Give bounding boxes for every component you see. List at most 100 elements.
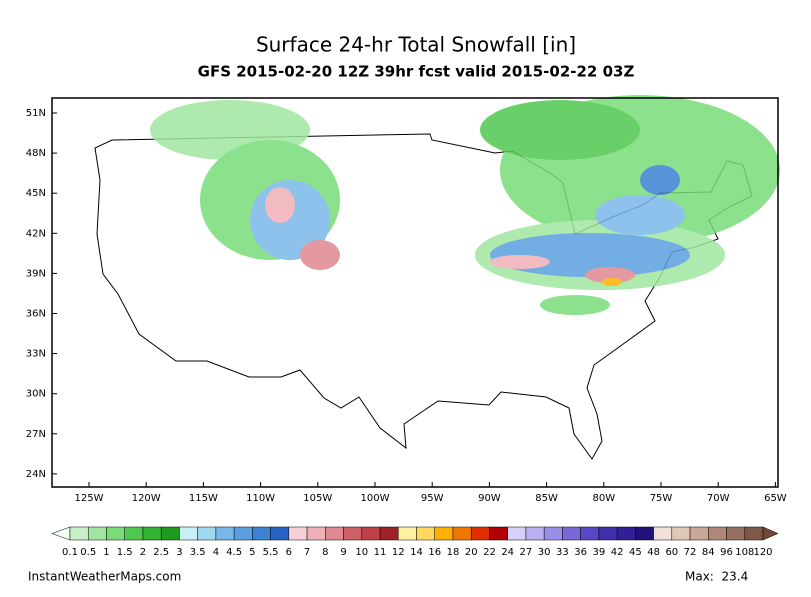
snowfall-field xyxy=(150,95,780,315)
colorbar-label: 1 xyxy=(103,547,109,558)
colorbar-segment xyxy=(525,526,545,541)
lon-label: 105W xyxy=(303,493,332,504)
colorbar-label: 0.1 xyxy=(62,547,78,558)
colorbar-label: 30 xyxy=(538,547,551,558)
colorbar-label: 2.5 xyxy=(153,547,169,558)
colorbar-label: 12 xyxy=(392,547,405,558)
colorbar-label: 1.5 xyxy=(117,547,133,558)
colorbar-label: 9 xyxy=(340,547,346,558)
colorbar-label: 36 xyxy=(574,547,587,558)
colorbar-segment xyxy=(361,526,381,541)
colorbar-label: 120 xyxy=(753,547,772,558)
colorbar-segment xyxy=(543,526,563,541)
lon-label: 65W xyxy=(764,493,787,504)
colorbar-label: 18 xyxy=(447,547,460,558)
colorbar-segment xyxy=(744,526,764,541)
lon-label: 115W xyxy=(189,493,218,504)
colorbar-label: 11 xyxy=(374,547,387,558)
colorbar-segment xyxy=(689,526,709,541)
colorbar-segment xyxy=(580,526,600,541)
colorbar-label: 33 xyxy=(556,547,569,558)
lon-label: 85W xyxy=(535,493,558,504)
colorbar-label: 5.5 xyxy=(263,547,279,558)
colorbar-segment xyxy=(726,526,746,541)
lat-label: 48N xyxy=(26,148,46,159)
lon-label: 75W xyxy=(650,493,673,504)
colorbar-segment xyxy=(160,526,180,541)
colorbar-label: 2 xyxy=(140,547,146,558)
colorbar-segment xyxy=(215,526,235,541)
lat-label: 33N xyxy=(26,349,46,360)
colorbar-label: 4.5 xyxy=(226,547,242,558)
colorbar-label: 42 xyxy=(611,547,624,558)
lon-label: 120W xyxy=(132,493,161,504)
colorbar-segment xyxy=(635,526,654,541)
colorbar-label: 108 xyxy=(735,547,754,558)
colorbar-segment xyxy=(416,526,435,541)
colorbar-segment xyxy=(233,526,253,541)
lat-label: 42N xyxy=(26,228,46,239)
colorbar-segment xyxy=(507,526,527,541)
lat-label: 51N xyxy=(26,108,46,119)
lon-label: 110W xyxy=(246,493,275,504)
lon-label: 90W xyxy=(478,493,501,504)
colorbar-label: 6 xyxy=(286,547,292,558)
colorbar-segment xyxy=(142,526,162,541)
colorbar-label: 24 xyxy=(501,547,514,558)
colorbar-label: 3.5 xyxy=(190,547,206,558)
colorbar-segment xyxy=(343,526,363,541)
lat-label: 30N xyxy=(26,389,46,400)
colorbar-label: 84 xyxy=(702,547,715,558)
source: InstantWeatherMaps.com xyxy=(28,570,181,584)
lat-label: 45N xyxy=(26,188,46,199)
colorbar-segment xyxy=(616,526,636,541)
colorbar-segment xyxy=(179,526,198,541)
lat-label: 27N xyxy=(26,429,46,440)
colorbar-segment xyxy=(124,526,144,541)
subtitle: GFS 2015-02-20 12Z 39hr fcst valid 2015-… xyxy=(198,63,635,81)
colorbar-label: 10 xyxy=(355,547,368,558)
map-frame xyxy=(51,97,779,488)
colorbar-label: 7 xyxy=(304,547,310,558)
colorbar-segment xyxy=(653,526,673,541)
colorbar-segment xyxy=(708,526,727,541)
colorbar-segment xyxy=(288,526,308,541)
colorbar-label: 0.5 xyxy=(80,547,96,558)
colorbar-segment xyxy=(434,526,454,541)
colorbar-segment xyxy=(325,526,344,541)
colorbar-segment xyxy=(306,526,326,541)
colorbar-segment xyxy=(252,526,271,541)
lat-label: 39N xyxy=(26,268,46,279)
colorbar-label: 27 xyxy=(520,547,533,558)
colorbar-label: 39 xyxy=(593,547,606,558)
colorbar-over xyxy=(762,526,779,541)
lat-label: 36N xyxy=(26,309,46,320)
colorbar-segment xyxy=(270,526,290,541)
colorbar-label: 16 xyxy=(428,547,441,558)
lat-label: 24N xyxy=(26,469,46,480)
colorbar-segment xyxy=(598,526,618,541)
colorbar-label: 8 xyxy=(322,547,328,558)
colorbar-label: 14 xyxy=(410,547,423,558)
colorbar-label: 3 xyxy=(176,547,182,558)
colorbar-label: 96 xyxy=(720,547,733,558)
colorbar-under xyxy=(51,526,71,541)
colorbar-segment xyxy=(398,526,417,541)
colorbar-segment xyxy=(671,526,691,541)
colorbar-label: 72 xyxy=(684,547,697,558)
colorbar-segment xyxy=(562,526,581,541)
colorbar-segment xyxy=(489,526,508,541)
colorbar-segment xyxy=(87,526,107,541)
map xyxy=(51,95,780,488)
lon-label: 125W xyxy=(75,493,104,504)
colorbar-label: 60 xyxy=(665,547,678,558)
colorbar-segment xyxy=(106,526,125,541)
colorbar-segment xyxy=(452,526,472,541)
colorbar-label: 45 xyxy=(629,547,642,558)
colorbar-segment xyxy=(69,526,89,541)
colorbar-label: 20 xyxy=(465,547,478,558)
colorbar-label: 5 xyxy=(249,547,255,558)
colorbar-label: 4 xyxy=(213,547,219,558)
title: Surface 24-hr Total Snowfall [in] xyxy=(256,33,576,57)
